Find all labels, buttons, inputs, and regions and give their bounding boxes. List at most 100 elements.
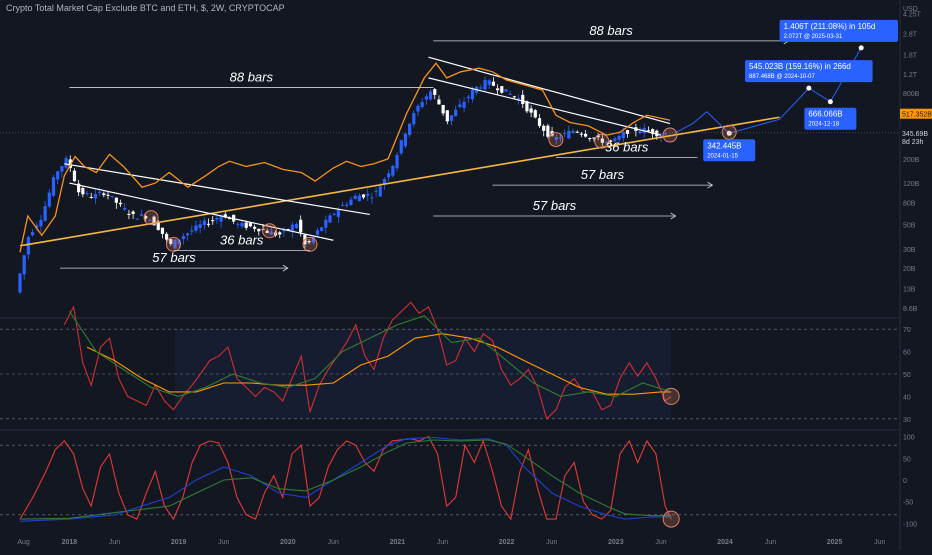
candle-body [144, 216, 148, 219]
x-tick-label: Jun [765, 539, 776, 546]
candle-body [525, 101, 529, 112]
candle-body [420, 102, 424, 108]
candle-body [479, 87, 483, 89]
y-tick-label: 4.25T [903, 12, 922, 19]
candle-body [646, 130, 651, 132]
candle-body [345, 204, 349, 206]
range-arrow [670, 212, 677, 220]
range-label: 57 bars [533, 198, 577, 213]
candle-body [408, 123, 412, 135]
candle-body [625, 130, 630, 134]
resistance-trendline [428, 56, 671, 125]
candle-body [433, 89, 437, 95]
candle-body [127, 213, 131, 215]
candle-body [311, 236, 315, 243]
y-tick-label: 8.6B [903, 306, 918, 313]
candle-body [194, 225, 198, 231]
candle-body [110, 195, 114, 197]
candle-body [491, 81, 496, 86]
candle-body [546, 125, 550, 137]
x-tick-label: Jun [218, 539, 229, 546]
price-badge [900, 127, 932, 146]
support-trendline [19, 116, 780, 247]
range-label: 57 bars [152, 250, 196, 265]
rsi-tick-label: 60 [903, 350, 911, 357]
x-tick-label: 2019 [171, 539, 187, 546]
candle-body [123, 207, 127, 210]
candle-body [198, 224, 202, 228]
candle-body [299, 219, 303, 233]
chart-title: Crypto Total Market Cap Exclude BTC and … [6, 3, 285, 13]
rsi-series-line [68, 310, 672, 397]
range-label: 88 bars [589, 23, 633, 38]
candle-body [558, 137, 563, 139]
candle-body [567, 130, 571, 139]
candle-body [236, 223, 240, 225]
y-tick-label: 200B [903, 157, 920, 164]
candle-body [81, 188, 85, 195]
callout-box [703, 139, 756, 162]
rsi-highlight-circle [662, 387, 680, 405]
y-tick-label: 80B [903, 200, 916, 207]
candle-body [366, 193, 370, 196]
candle-body [43, 206, 47, 221]
candle-body [227, 218, 232, 220]
candle-body [320, 227, 324, 231]
candle-body [294, 224, 299, 228]
candle-body [617, 135, 621, 140]
candle-body [98, 191, 102, 193]
candle-body [349, 199, 353, 205]
candle-body [269, 231, 273, 235]
x-tick-label: 2021 [390, 539, 406, 546]
candle-body [190, 230, 194, 232]
highlight-circle [166, 236, 182, 252]
candle-body [139, 214, 144, 216]
candle-body [596, 135, 600, 138]
candle-body [604, 141, 609, 143]
candle-body [382, 179, 387, 185]
orange-indicator-line [19, 62, 671, 253]
candle-body [152, 216, 156, 226]
candle-body [60, 166, 64, 172]
osc-tick-label: -50 [903, 500, 913, 507]
osc-highlight-circle [662, 510, 680, 528]
candle-body [428, 91, 433, 100]
projection-point [827, 99, 833, 105]
x-tick-label: 2018 [62, 539, 78, 546]
candle-body [529, 108, 533, 113]
y-tick-label: 120B [903, 181, 920, 188]
candle-body [219, 216, 223, 222]
x-tick-label: Jun [874, 539, 885, 546]
candle-body [248, 222, 253, 227]
candle-body [399, 140, 403, 154]
x-tick-label: 2024 [717, 539, 733, 546]
candle-body [571, 130, 575, 133]
candle-body [177, 239, 181, 245]
candle-body [454, 109, 458, 117]
candle-body [253, 226, 257, 229]
y-tick-label: 50B [903, 223, 916, 230]
candle-body [47, 192, 51, 207]
candle-body [56, 171, 60, 180]
callout-box [779, 19, 898, 42]
candle-body [487, 80, 491, 85]
candle-body [600, 138, 604, 143]
x-tick-label: Jun [546, 539, 557, 546]
candle-body [575, 131, 579, 133]
candle-body [542, 125, 546, 131]
osc-series-line [19, 435, 672, 521]
range-label: 36 bars [220, 233, 264, 248]
candle-body [613, 138, 617, 141]
candle-body [336, 209, 341, 217]
candle-body [156, 222, 160, 230]
candle-body [521, 94, 525, 105]
candle-body [290, 224, 294, 233]
candle-body [403, 133, 408, 147]
candle-body [324, 219, 328, 228]
callout-text: 887.468B @ 2024-10-07 [749, 74, 815, 80]
candle-body [462, 101, 466, 108]
highlight-circle [594, 133, 610, 149]
price-badge-sub: 8d 23h [902, 139, 924, 146]
